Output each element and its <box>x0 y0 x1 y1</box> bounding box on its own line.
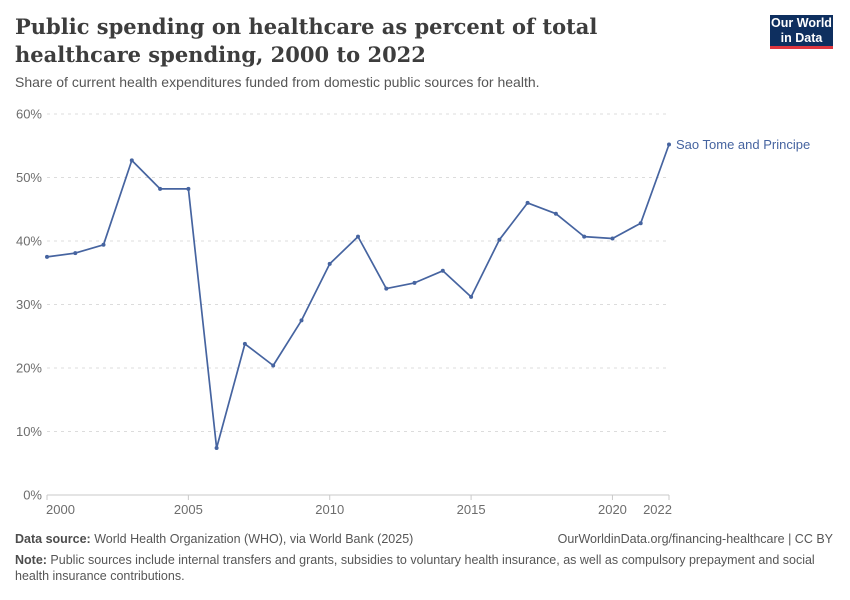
data-point <box>299 318 304 323</box>
chart-footer: Data source: World Health Organization (… <box>15 531 833 584</box>
y-grid: 0% 10% 20% 30% 40% 50% 60% <box>16 107 669 503</box>
data-point <box>214 446 219 450</box>
data-point <box>271 363 276 368</box>
owid-logo[interactable]: Our World in Data <box>770 15 833 49</box>
y-tick-label: 40% <box>16 234 42 249</box>
x-tick-label: 2000 <box>46 502 75 517</box>
y-tick-label: 10% <box>16 424 42 439</box>
data-source-label: Data source: <box>15 532 91 546</box>
data-point <box>45 254 49 259</box>
data-point <box>582 234 587 239</box>
data-point <box>638 221 643 226</box>
series-label-sao-tome-and-principe[interactable]: Sao Tome and Principe <box>676 137 810 152</box>
data-point <box>158 186 163 191</box>
data-point <box>73 251 78 256</box>
x-axis: 2000 2005 2010 2015 2020 2022 <box>46 495 672 517</box>
owid-logo-line1: Our World <box>771 16 832 30</box>
x-tick-label: 2020 <box>598 502 627 517</box>
line-chart: 0% 10% 20% 30% 40% 50% 60% 2000 2005 2010 2015 2020… <box>16 107 810 518</box>
series-line-sao-tome-and-principe[interactable] <box>46 143 670 449</box>
chart-note: Note: Public sources include internal tr… <box>15 552 825 584</box>
x-tick-label: 2022 <box>643 502 672 517</box>
data-point <box>242 341 247 346</box>
data-point <box>384 286 389 291</box>
data-point <box>101 242 106 247</box>
owid-cc-link[interactable]: OurWorldinData.org/financing-healthcare … <box>557 532 833 546</box>
data-point <box>610 236 615 241</box>
data-point <box>412 280 417 285</box>
y-tick-label: 50% <box>16 170 42 185</box>
data-point <box>186 186 191 191</box>
y-tick-label: 0% <box>23 488 42 503</box>
chart-subtitle: Share of current health expenditures fun… <box>15 74 540 90</box>
data-source-text: World Health Organization (WHO), via Wor… <box>90 532 414 546</box>
data-point <box>553 211 558 216</box>
x-tick-label: 2010 <box>315 502 344 517</box>
data-point <box>497 237 502 242</box>
chart-title: Public spending on healthcare as percent… <box>15 14 598 67</box>
x-tick-label: 2005 <box>174 502 203 517</box>
data-point <box>525 200 530 205</box>
data-source: Data source: World Health Organization (… <box>15 531 413 547</box>
data-point <box>129 158 134 163</box>
data-point <box>667 142 671 147</box>
data-point <box>469 294 474 299</box>
y-tick-label: 30% <box>16 297 42 312</box>
note-label: Note: <box>15 553 47 567</box>
x-tick-label: 2015 <box>457 502 486 517</box>
data-point <box>356 234 360 239</box>
data-point <box>327 261 332 266</box>
note-text: Public sources include internal transfer… <box>15 553 815 583</box>
owid-logo-line2: in Data <box>780 31 823 45</box>
y-tick-label: 60% <box>16 107 42 122</box>
y-tick-label: 20% <box>16 361 42 376</box>
data-point <box>440 268 445 273</box>
series-sao-tome-and-principe: Sao Tome and Principe <box>45 137 810 450</box>
